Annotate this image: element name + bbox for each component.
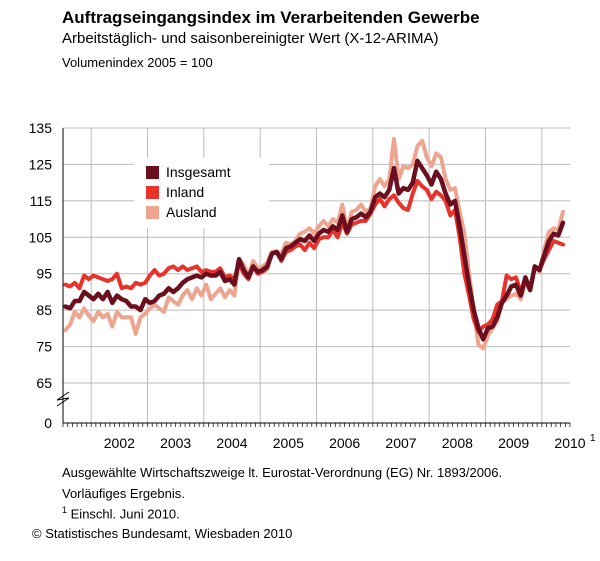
y-tick-label: 135 bbox=[29, 120, 53, 136]
x-tick-label: 2006 bbox=[329, 435, 360, 451]
chart-subtitle: Arbeitstäglich- und saisonbereinigter We… bbox=[62, 30, 439, 47]
axis-break-icon bbox=[56, 391, 70, 407]
legend-label: Inland bbox=[166, 184, 204, 200]
y-tick-label: 115 bbox=[30, 193, 53, 209]
y-tick-label: 95 bbox=[36, 266, 52, 282]
x-tick-label: 2005 bbox=[273, 435, 304, 451]
legend-label: Insgesamt bbox=[166, 164, 231, 180]
legend-label: Ausland bbox=[166, 204, 217, 220]
series-line-ausland bbox=[63, 136, 565, 351]
footnote-marker: 1 bbox=[62, 505, 68, 515]
axis-break-gap bbox=[55, 394, 57, 402]
copyright: © Statistisches Bundesamt, Wiesbaden 201… bbox=[32, 526, 293, 541]
legend-swatch bbox=[146, 186, 159, 199]
legend-swatch bbox=[146, 166, 159, 179]
x-tick-footnote-marker: 1 bbox=[590, 433, 596, 444]
y-tick-label: 0 bbox=[44, 415, 52, 431]
unit-note: Volumenindex 2005 = 100 bbox=[62, 55, 213, 70]
y-tick-label: 75 bbox=[36, 339, 52, 355]
x-tick-label: 2002 bbox=[104, 435, 135, 451]
x-tick-label: 2004 bbox=[216, 435, 247, 451]
y-tick-label: 85 bbox=[36, 302, 52, 318]
y-tick-label: 65 bbox=[36, 375, 52, 391]
legend-swatch bbox=[146, 206, 159, 219]
chart-title: Auftragseingangsindex im Verarbeitenden … bbox=[62, 8, 480, 27]
series-line-insgesamt bbox=[63, 158, 566, 342]
x-tick-label: 2009 bbox=[498, 435, 529, 451]
y-tick-label: 105 bbox=[29, 229, 53, 245]
x-tick-label: 2008 bbox=[442, 435, 473, 451]
x-tick-label: 2003 bbox=[160, 435, 191, 451]
x-tick-label: 2007 bbox=[385, 435, 416, 451]
footnote-preliminary: Vorläufiges Ergebnis. bbox=[62, 486, 185, 501]
footnote-june: 1 Einschl. Juni 2010. bbox=[62, 505, 180, 521]
x-tick-label: 2010 bbox=[554, 435, 585, 451]
footnote-selection: Ausgewählte Wirtschaftszweige lt. Eurost… bbox=[62, 465, 503, 480]
y-tick-label: 125 bbox=[29, 156, 53, 172]
footnote-june-text: Einschl. Juni 2010. bbox=[70, 506, 180, 522]
